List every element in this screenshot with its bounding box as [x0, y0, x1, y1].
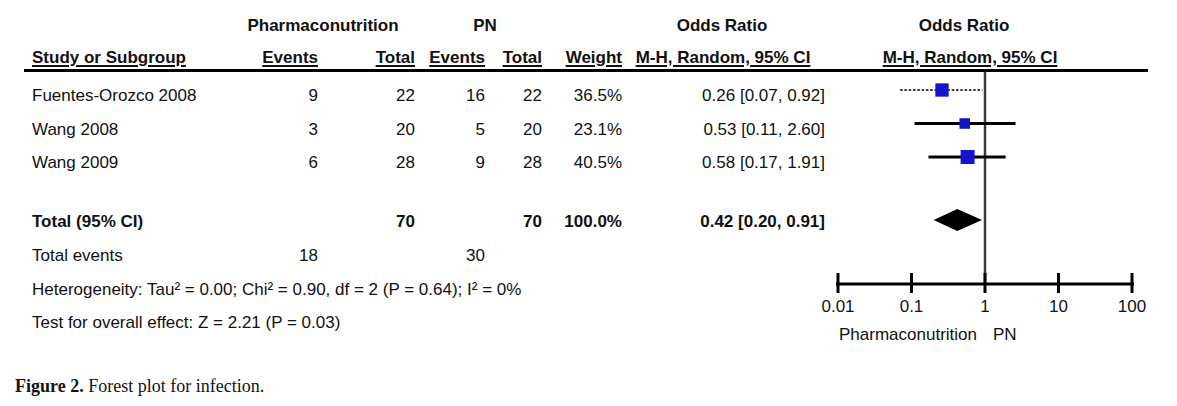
- study-name: Fuentes-Orozco 2008: [32, 86, 196, 106]
- x-axis-tick-label: 0.01: [821, 297, 854, 316]
- pooled-diamond: [934, 209, 982, 231]
- events-control-value: 9: [476, 153, 485, 173]
- heterogeneity-stats: Heterogeneity: Tau² = 0.00; Chi² = 0.90,…: [32, 280, 521, 300]
- weight-value: 23.1%: [574, 120, 622, 140]
- odds-ratio-ci-value: 0.58 [0.17, 1.91]: [702, 153, 825, 173]
- total-control-value: 28: [523, 153, 542, 173]
- events-treatment-value: 6: [309, 153, 318, 173]
- total-treatment-sum: 70: [396, 212, 415, 232]
- total-control-value: 20: [523, 120, 542, 140]
- column-header-total-treatment: Total: [376, 48, 415, 68]
- group-header-treatment: Pharmaconutrition: [247, 16, 398, 36]
- group-header-odds-ratio-text: Odds Ratio: [677, 16, 768, 36]
- total-events-treatment: 18: [299, 246, 318, 266]
- column-header-mh-text: M-H, Random, 95% CI: [636, 48, 811, 68]
- odds-ratio-ci-value: 0.26 [0.07, 0.92]: [702, 86, 825, 106]
- total-events-label: Total events: [32, 246, 123, 266]
- total-control-value: 22: [523, 86, 542, 106]
- weight-square: [961, 150, 975, 164]
- figure-caption: Figure 2. Forest plot for infection.: [15, 375, 264, 397]
- total-treatment-value: 28: [396, 153, 415, 173]
- group-header-control: PN: [473, 16, 497, 36]
- column-header-total-control: Total: [503, 48, 542, 68]
- forest-plot-figure: Pharmaconutrition PN Odds Ratio Odds Rat…: [0, 0, 1177, 406]
- figure-caption-label: Figure 2.: [15, 376, 84, 396]
- x-axis-tick-label: 10: [1049, 297, 1068, 316]
- x-axis-tick-label: 100: [1118, 297, 1146, 316]
- forest-plot-canvas: 0.01 0.1 1 10 100 Pharmaconutrition PN: [820, 60, 1177, 360]
- x-axis-tick-label: 1: [980, 297, 989, 316]
- overall-effect-test: Test for overall effect: Z = 2.21 (P = 0…: [32, 313, 340, 333]
- weight-value: 36.5%: [574, 86, 622, 106]
- study-name: Wang 2008: [32, 120, 118, 140]
- total-row-label: Total (95% CI): [32, 212, 143, 232]
- pooled-odds-ratio-ci: 0.42 [0.20, 0.91]: [700, 212, 825, 232]
- favours-left-label: Pharmaconutrition: [839, 325, 977, 344]
- weight-value: 40.5%: [574, 153, 622, 173]
- favours-right-label: PN: [993, 325, 1017, 344]
- total-treatment-value: 22: [396, 86, 415, 106]
- events-treatment-value: 9: [309, 86, 318, 106]
- total-control-sum: 70: [523, 212, 542, 232]
- figure-caption-text: Forest plot for infection.: [84, 376, 264, 396]
- weight-square: [935, 83, 948, 96]
- events-control-value: 5: [476, 120, 485, 140]
- total-events-control: 30: [466, 246, 485, 266]
- odds-ratio-ci-value: 0.53 [0.11, 2.60]: [703, 120, 825, 140]
- total-treatment-value: 20: [396, 120, 415, 140]
- events-treatment-value: 3: [309, 120, 318, 140]
- column-header-events-treatment: Events: [262, 48, 318, 68]
- study-name: Wang 2009: [32, 153, 118, 173]
- weight-square: [959, 118, 970, 129]
- group-header-odds-ratio-plot: Odds Ratio: [919, 16, 1010, 36]
- column-header-events-control: Events: [429, 48, 485, 68]
- column-header-study: Study or Subgroup: [32, 48, 186, 68]
- column-header-weight: Weight: [566, 48, 622, 68]
- events-control-value: 16: [466, 86, 485, 106]
- x-axis-tick-label: 0.1: [900, 297, 924, 316]
- total-weight: 100.0%: [564, 212, 622, 232]
